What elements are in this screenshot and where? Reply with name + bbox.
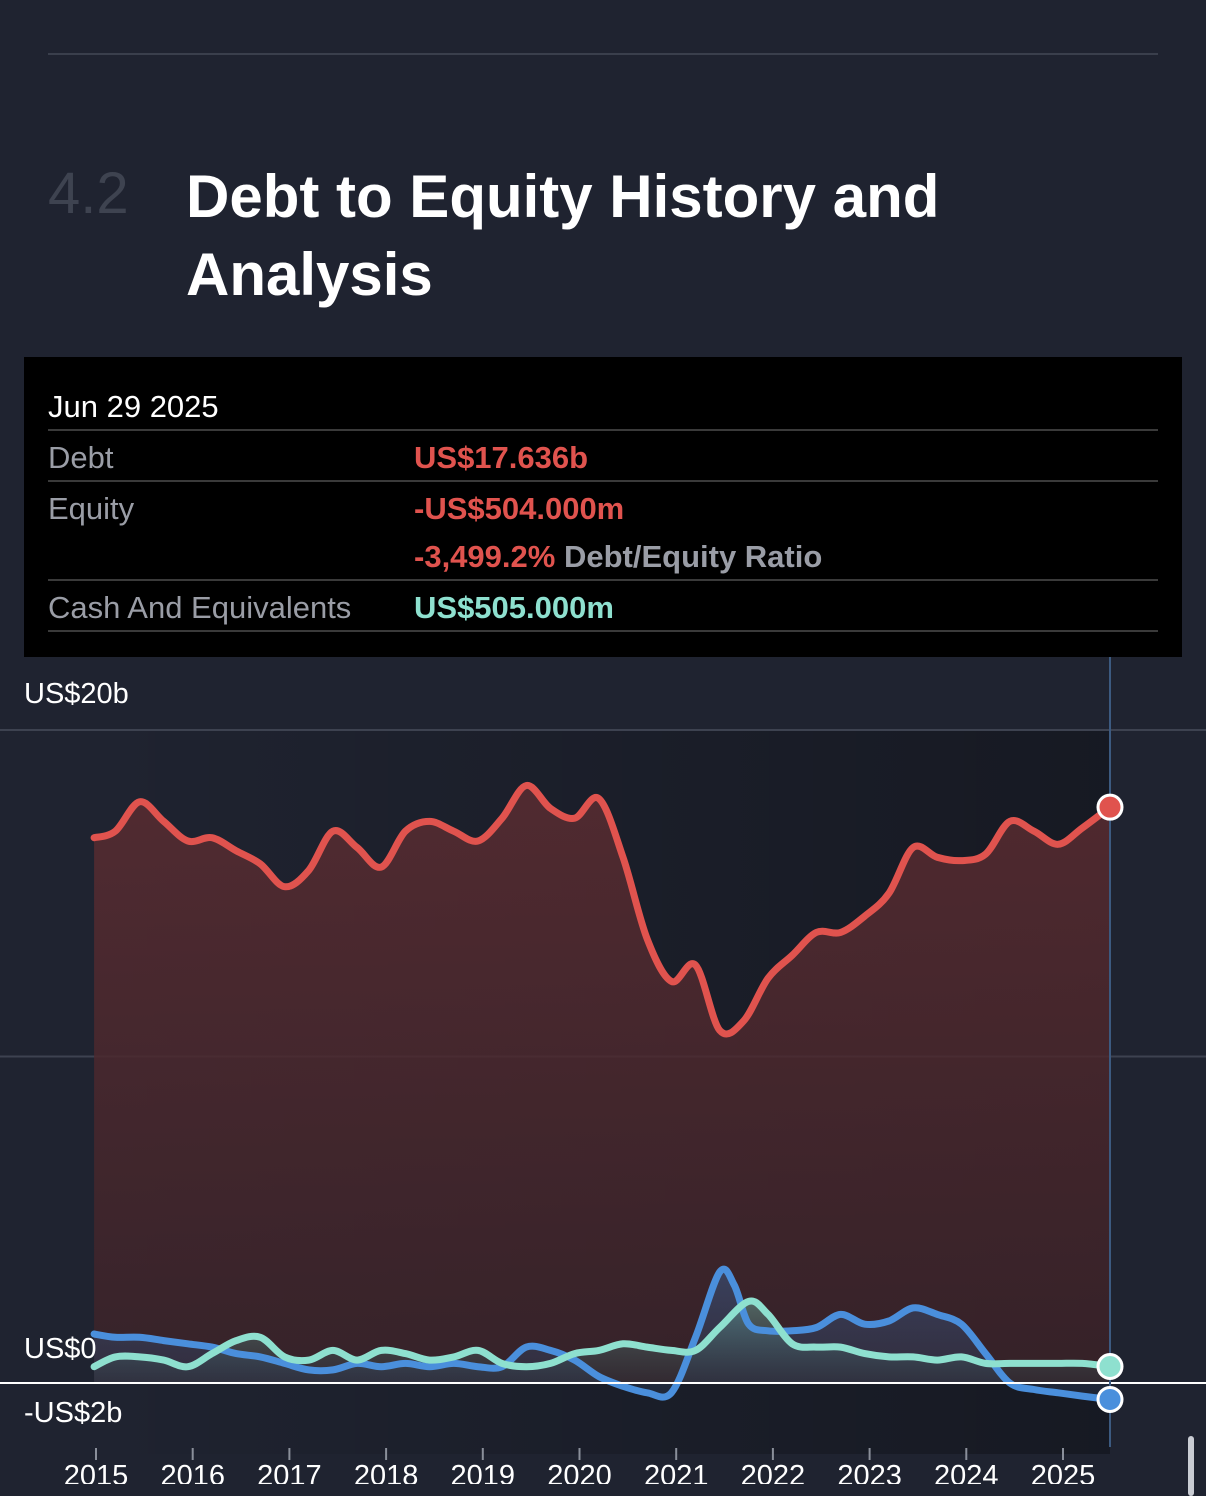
x-tick-label: 2025 (1031, 1460, 1096, 1484)
tooltip-divider (48, 630, 1158, 632)
ratio-value: -3,499.2% (414, 539, 556, 574)
x-tick-label: 2016 (160, 1460, 225, 1484)
scrollbar[interactable] (1188, 1436, 1194, 1496)
y-tick-label: -US$2b (24, 1397, 122, 1429)
cash-value: US$505.000m (414, 590, 614, 625)
cash-marker (1096, 1353, 1124, 1381)
x-tick-label: 2017 (257, 1460, 322, 1484)
x-tick-label: 2023 (837, 1460, 902, 1484)
debt-label: Debt (48, 440, 114, 475)
cash-line (90, 1297, 1114, 1371)
tooltip-divider (48, 579, 1158, 581)
debt-marker (1096, 793, 1124, 821)
cash-label: Cash And Equivalents (48, 590, 352, 625)
debt-line (90, 782, 1114, 1038)
tooltip-date: Jun 29 2025 (48, 389, 219, 424)
debt-area (94, 785, 1111, 1383)
x-tick-label: 2015 (64, 1460, 129, 1484)
y-tick-label: US$20b (24, 678, 129, 710)
y-tick-label: US$0 (24, 1333, 97, 1365)
chart-tooltip: Jun 29 2025 Debt US$17.636b Equity -US$5… (24, 357, 1182, 657)
x-tick-label: 2021 (644, 1460, 709, 1484)
x-tick-label: 2024 (934, 1460, 999, 1484)
chart-axes: US$20b US$0 -US$2b 2015 2016 2017 2018 2019 2020… (0, 657, 1206, 1484)
section-title: Debt to Equity History and Analysis (186, 163, 940, 308)
equity-label: Equity (48, 491, 135, 526)
x-tick-label: 2019 (451, 1460, 516, 1484)
chart-markers (1096, 793, 1124, 1413)
equity-marker (1096, 1385, 1124, 1413)
section-divider (48, 53, 1158, 55)
tooltip-divider (48, 480, 1158, 482)
debt-equity-chart[interactable]: US$20b US$0 -US$2b 2015 2016 2017 2018 2019 2020… (0, 657, 1206, 1484)
ratio-label: Debt/Equity Ratio (563, 539, 823, 574)
chart-areas (94, 785, 1111, 1400)
x-tick-label: 2018 (354, 1460, 419, 1484)
x-tick-label: 2022 (741, 1460, 806, 1484)
debt-value: US$17.636b (414, 440, 589, 475)
equity-value: -US$504.000m (414, 491, 625, 526)
section-number: 4.2 (48, 161, 129, 226)
tooltip-divider (48, 429, 1158, 431)
ratio-row: -3,499.2% Debt/Equity Ratio (414, 539, 822, 575)
x-tick-label: 2020 (547, 1460, 612, 1484)
